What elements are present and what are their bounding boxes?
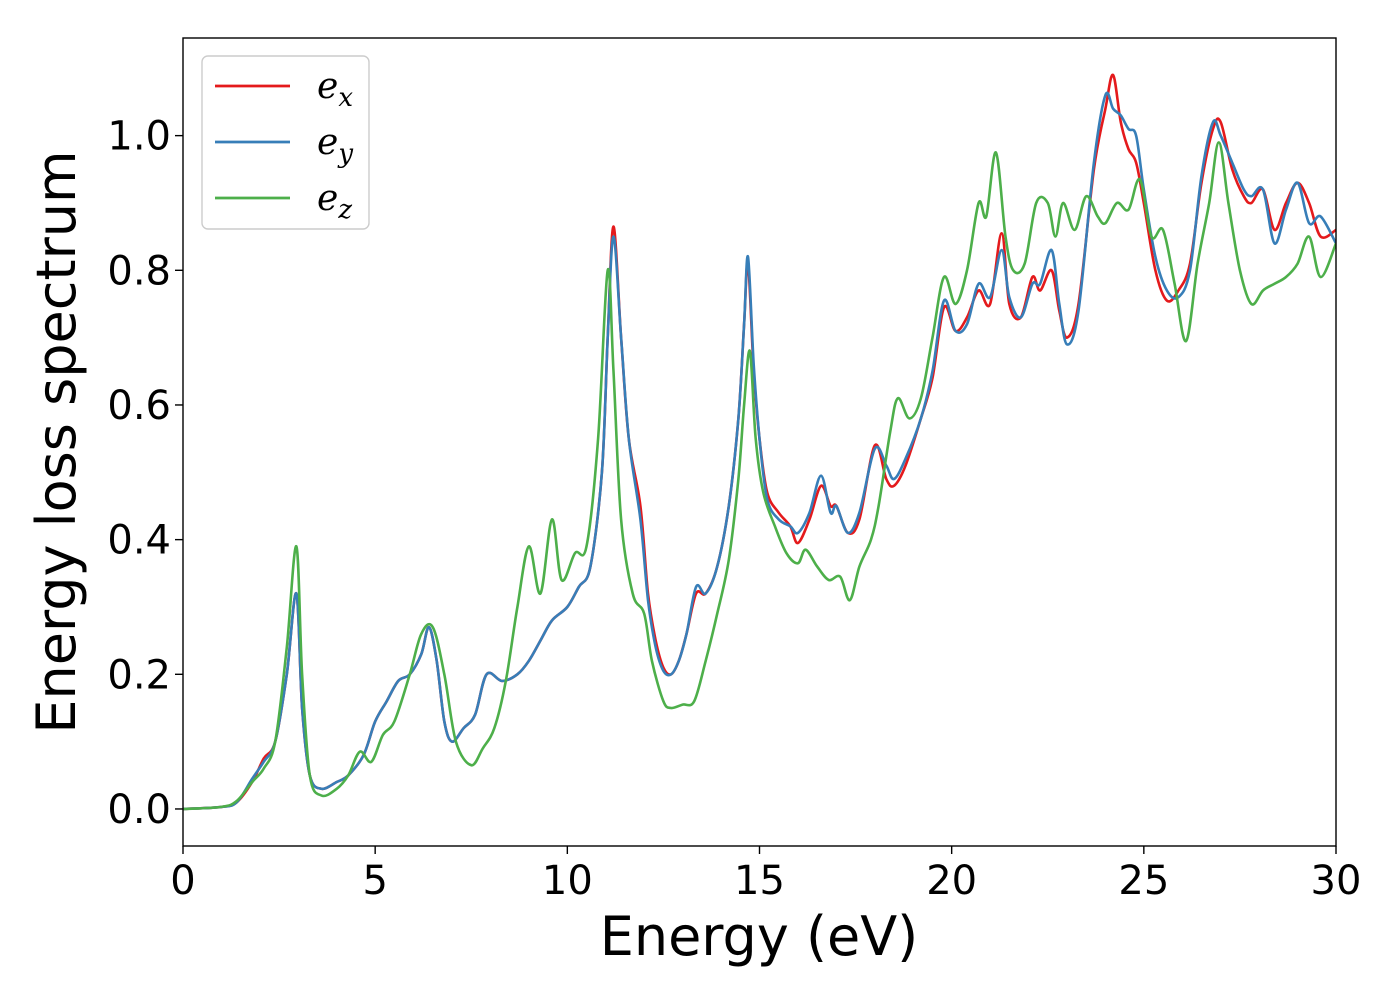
series-layer [183, 73, 1336, 811]
x-tick-label: 30 [1311, 858, 1362, 904]
series-line-e-z [183, 141, 1336, 811]
legend-label-x: ex [317, 66, 353, 113]
y-tick-label: 0.2 [107, 652, 171, 698]
x-axis-label: Energy (eV) [600, 905, 919, 968]
x-axis: 0 5 10 15 20 25 30 [170, 846, 1361, 904]
legend-label-z: ez [317, 178, 352, 225]
series-line-e-y [183, 91, 1336, 811]
y-tick-label: 1.0 [107, 114, 171, 160]
y-tick-label: 0.8 [107, 248, 171, 294]
y-tick-label: 0.4 [107, 518, 171, 564]
x-tick-label: 25 [1118, 858, 1169, 904]
y-tick-label: 0.0 [107, 787, 171, 833]
y-tick-label: 0.6 [107, 383, 171, 429]
y-axis-label: Energy loss spectrum [25, 150, 88, 733]
legend-label-y: ey [317, 122, 353, 169]
x-tick-label: 0 [170, 858, 195, 904]
y-axis: 0.0 0.2 0.4 0.6 0.8 1.0 [107, 114, 183, 833]
x-tick-label: 15 [734, 858, 785, 904]
x-tick-label: 10 [542, 858, 593, 904]
x-tick-label: 20 [926, 858, 977, 904]
x-tick-label: 5 [362, 858, 387, 904]
legend: ex ey ez [201, 55, 370, 230]
